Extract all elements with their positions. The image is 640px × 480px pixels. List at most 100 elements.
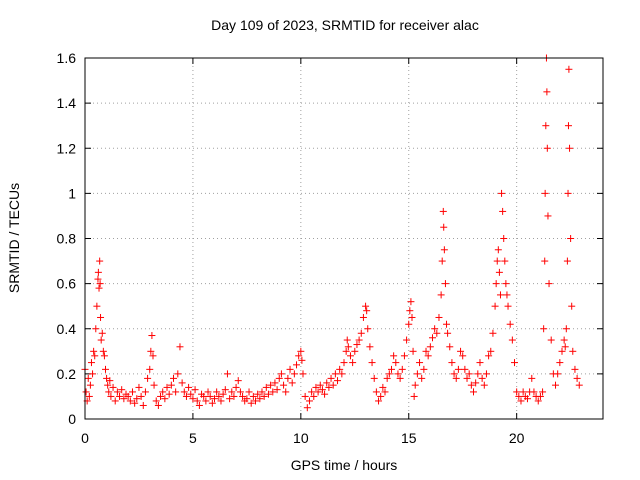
data-point xyxy=(290,370,298,378)
data-point xyxy=(560,336,568,344)
data-point xyxy=(102,365,110,373)
data-point xyxy=(465,370,473,378)
data-point xyxy=(106,377,114,385)
data-point xyxy=(301,392,309,400)
data-point xyxy=(260,392,268,400)
y-tick-label: 0.4 xyxy=(57,321,77,337)
data-point xyxy=(113,388,121,396)
data-point xyxy=(463,374,471,382)
y-tick-label: 0.6 xyxy=(57,276,77,292)
data-point xyxy=(426,343,434,351)
data-point xyxy=(444,329,452,337)
data-point xyxy=(343,336,351,344)
y-tick-label: 0 xyxy=(68,411,76,427)
data-point xyxy=(565,65,573,73)
data-point xyxy=(131,399,139,407)
data-point xyxy=(84,374,92,382)
data-points xyxy=(81,54,583,412)
x-tick-label: 15 xyxy=(401,430,417,446)
data-point xyxy=(239,392,247,400)
data-point xyxy=(182,392,190,400)
data-point xyxy=(379,383,387,391)
data-point xyxy=(506,320,514,328)
data-point xyxy=(566,144,574,152)
data-point xyxy=(540,325,548,333)
data-point xyxy=(496,291,504,299)
data-point xyxy=(517,397,525,405)
data-point xyxy=(355,336,363,344)
data-point xyxy=(487,347,495,355)
data-point xyxy=(271,379,279,387)
data-point xyxy=(492,280,500,288)
data-point xyxy=(569,347,577,355)
data-point xyxy=(93,302,101,310)
data-point xyxy=(536,392,544,400)
data-point xyxy=(99,347,107,355)
data-point xyxy=(405,320,413,328)
data-point xyxy=(163,383,171,391)
data-point xyxy=(508,336,516,344)
data-point xyxy=(410,392,418,400)
data-point xyxy=(448,359,456,367)
data-point xyxy=(286,365,294,373)
data-point xyxy=(146,365,154,373)
data-point xyxy=(443,320,451,328)
data-point xyxy=(567,235,575,242)
data-point xyxy=(543,144,551,152)
data-point xyxy=(97,313,105,321)
data-point xyxy=(264,390,272,398)
data-point xyxy=(368,359,376,367)
data-point xyxy=(499,207,507,215)
data-point xyxy=(485,352,493,360)
data-point xyxy=(223,370,231,378)
data-point xyxy=(472,379,480,387)
grid-lines xyxy=(85,58,603,419)
data-point xyxy=(92,325,100,333)
data-point xyxy=(568,302,576,310)
data-point xyxy=(157,392,165,400)
data-point xyxy=(503,291,511,299)
data-point xyxy=(346,352,354,360)
data-point xyxy=(217,397,225,405)
y-tick-label: 1 xyxy=(68,185,76,201)
data-point xyxy=(321,390,329,398)
data-point xyxy=(440,223,448,231)
data-point xyxy=(87,359,95,367)
data-point xyxy=(243,395,251,403)
data-point xyxy=(215,392,223,400)
data-point xyxy=(147,347,155,355)
data-point xyxy=(191,386,199,394)
data-point xyxy=(534,397,542,405)
data-point xyxy=(418,374,426,382)
data-point xyxy=(310,392,318,400)
data-point xyxy=(474,370,482,378)
data-point xyxy=(165,390,173,398)
data-point xyxy=(422,347,430,355)
data-point xyxy=(394,370,402,378)
data-point xyxy=(232,383,240,391)
data-point xyxy=(544,212,552,220)
y-tick-label: 0.8 xyxy=(57,231,77,247)
data-point xyxy=(172,388,180,396)
data-point xyxy=(176,343,184,351)
data-point xyxy=(435,313,443,321)
data-point xyxy=(228,388,236,396)
data-point xyxy=(351,347,359,355)
data-point xyxy=(316,381,324,389)
data-point xyxy=(111,397,119,405)
data-point xyxy=(554,370,562,378)
data-point xyxy=(515,392,523,400)
data-point xyxy=(571,365,579,373)
data-point xyxy=(104,381,112,389)
data-point xyxy=(437,291,445,299)
data-point xyxy=(439,207,447,215)
data-point xyxy=(206,392,214,400)
data-point xyxy=(372,388,380,396)
data-point xyxy=(273,386,281,394)
data-point xyxy=(334,377,342,385)
data-point xyxy=(258,388,266,396)
data-point xyxy=(189,395,197,403)
data-point xyxy=(252,397,260,405)
data-point xyxy=(547,336,555,344)
data-point xyxy=(174,370,182,378)
